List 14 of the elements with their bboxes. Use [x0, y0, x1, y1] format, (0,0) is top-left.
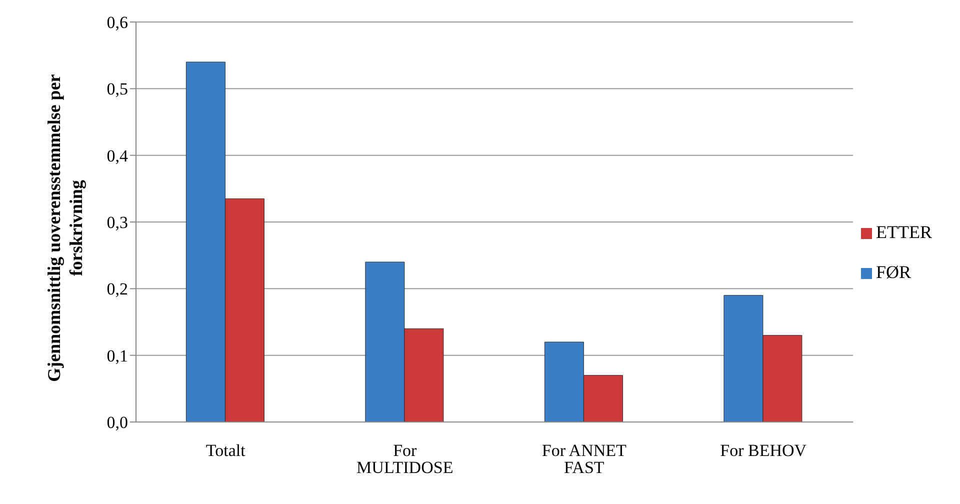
y-tick-label: 0,6: [106, 13, 128, 32]
y-tick-label: 0,1: [106, 346, 128, 366]
y-tick-label: 0,5: [106, 80, 128, 99]
x-tick-label: For BEHOV: [720, 441, 808, 460]
y-tick-label: 0,0: [106, 413, 128, 432]
y-axis-title: Gjennomsnittlig uoverensstemmelse per forskrivning: [43, 73, 87, 384]
x-tick-label: Totalt: [206, 441, 246, 460]
x-tick-label: For ANNET FAST: [542, 441, 627, 478]
y-tick-label: 0,3: [106, 213, 128, 232]
x-tick-label: For MULTIDOSE: [356, 441, 454, 478]
legend-label: ETTER: [876, 222, 932, 242]
y-tick-label: 0,4: [106, 146, 128, 166]
legend-label: FØR: [876, 262, 912, 282]
y-tick-label: 0,2: [106, 280, 128, 299]
